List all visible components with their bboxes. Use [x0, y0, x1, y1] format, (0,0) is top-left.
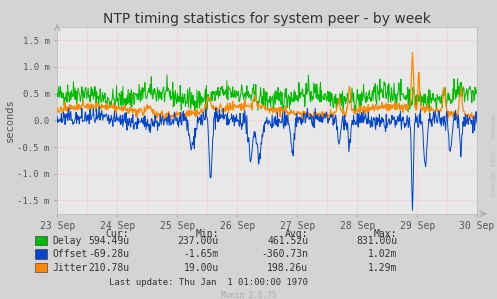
Text: 237.00u: 237.00u — [177, 236, 219, 246]
Text: 1.29m: 1.29m — [368, 263, 398, 273]
Text: Last update: Thu Jan  1 01:00:00 1970: Last update: Thu Jan 1 01:00:00 1970 — [109, 278, 308, 287]
Text: 461.52u: 461.52u — [267, 236, 308, 246]
Text: Jitter: Jitter — [52, 263, 87, 273]
Text: 210.78u: 210.78u — [88, 263, 129, 273]
Text: RRDTOOL / TOBI OETIKER: RRDTOOL / TOBI OETIKER — [490, 114, 495, 196]
Text: Min:: Min: — [195, 229, 219, 239]
Text: 831.00u: 831.00u — [356, 236, 398, 246]
Text: 198.26u: 198.26u — [267, 263, 308, 273]
Text: -1.65m: -1.65m — [183, 249, 219, 259]
Text: 594.49u: 594.49u — [88, 236, 129, 246]
Text: Cur:: Cur: — [106, 229, 129, 239]
Y-axis label: seconds: seconds — [4, 98, 14, 142]
Text: 19.00u: 19.00u — [183, 263, 219, 273]
Text: -360.73n: -360.73n — [261, 249, 308, 259]
Text: Delay: Delay — [52, 236, 82, 246]
Text: Avg:: Avg: — [285, 229, 308, 239]
Title: NTP timing statistics for system peer - by week: NTP timing statistics for system peer - … — [103, 12, 431, 26]
Text: Max:: Max: — [374, 229, 398, 239]
Text: -69.28u: -69.28u — [88, 249, 129, 259]
Text: Offset: Offset — [52, 249, 87, 259]
Text: 1.02m: 1.02m — [368, 249, 398, 259]
Text: Munin 2.0.75: Munin 2.0.75 — [221, 291, 276, 299]
